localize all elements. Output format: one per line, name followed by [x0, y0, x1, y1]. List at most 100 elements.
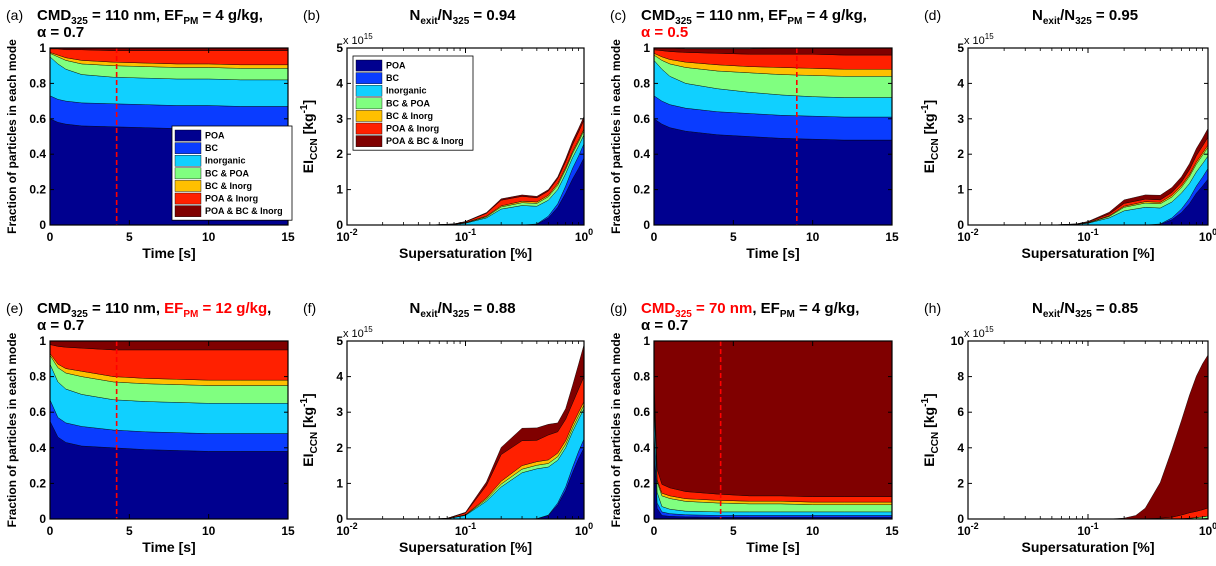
y-tick-label: 0	[39, 512, 46, 526]
chart-title-line2: α = 0.7	[37, 24, 84, 41]
x-tick-label: 5	[730, 230, 737, 244]
x-axis-label: Supersaturation [%]	[399, 539, 532, 555]
legend-swatch	[355, 135, 383, 147]
y-tick-label: 0	[643, 512, 650, 526]
legend-swatch	[174, 142, 202, 154]
y-tick-label: 0.6	[29, 112, 46, 126]
x-tick-label: 100	[575, 227, 593, 244]
y-tick-label: 1	[39, 334, 46, 348]
y-tick-label: 0.2	[29, 476, 46, 490]
y-axis-label: Fraction of particles in each mode	[609, 332, 623, 527]
y-tick-label: 0.8	[29, 76, 46, 90]
x-tick-label: 10	[806, 230, 820, 244]
x-tick-label: 5	[126, 230, 133, 244]
chart-panel: 0 1 2 3 4 5 10-2 10-1 100 Supersaturation [%] EICC…	[299, 300, 593, 555]
chart-title-line2: α = 0.5	[641, 24, 688, 41]
legend-label: BC & Inorg	[205, 181, 252, 191]
y-tick-label: 1	[957, 183, 964, 197]
legend-label: POA	[205, 131, 225, 141]
y-tick-label: 4	[336, 76, 343, 90]
chart-title-line2: α = 0.7	[641, 317, 688, 334]
y-tick-label: 5	[336, 334, 343, 348]
y-tick-label: 0	[957, 218, 964, 232]
chart-panel: 0 1 2 3 4 5 10-2 10-1 100 Supersaturation [%] EICC…	[920, 7, 1216, 261]
legend-swatch	[174, 180, 202, 192]
chart-title: Nexit​/N325​ = 0.94	[410, 7, 517, 27]
panel-label: (g)	[610, 300, 627, 316]
y-tick-label: 10	[951, 334, 965, 348]
y-tick-label: 3	[336, 405, 343, 419]
x-tick-label: 10-1	[1077, 521, 1098, 538]
legend-swatch	[174, 167, 202, 180]
legend-label: POA & BC & Inorg	[205, 206, 283, 216]
legend-label: POA	[386, 61, 406, 71]
panel-label: (e)	[6, 300, 23, 316]
legend-swatch	[174, 154, 202, 167]
panel-label: (a)	[6, 7, 23, 23]
y-tick-label: 5	[336, 41, 343, 55]
y-axis-label: EICCN [kg-1]	[920, 100, 941, 173]
legend-label: BC & POA	[386, 98, 431, 108]
y-axis-label: Fraction of particles in each mode	[5, 39, 19, 234]
y-exponent-label: x 1015	[343, 32, 373, 47]
y-tick-label: 0.2	[29, 183, 46, 197]
x-axis-label: Time [s]	[746, 539, 799, 555]
x-tick-label: 10-1	[455, 227, 476, 244]
legend-label: POA & BC & Inorg	[386, 136, 464, 146]
panel-label: (h)	[924, 300, 941, 316]
y-tick-label: 0.2	[633, 183, 650, 197]
chart-title: CMD325​ = 70 nm, EFPM​ = 4 g/kg,	[641, 300, 859, 320]
x-tick-label: 0	[47, 230, 54, 244]
legend-swatch	[355, 84, 383, 97]
axes-frame	[653, 47, 893, 226]
legend-swatch	[355, 97, 383, 110]
x-tick-label: 15	[885, 230, 899, 244]
chart-title: Nexit​/N325​ = 0.88	[410, 300, 516, 320]
y-exponent-label: x 1015	[964, 325, 994, 340]
panel-label: (d)	[924, 7, 941, 23]
chart-title-line2: α = 0.7	[37, 317, 84, 334]
legend-label: POA & Inorg	[205, 194, 258, 204]
y-tick-label: 0	[957, 512, 964, 526]
y-tick-label: 1	[336, 476, 343, 490]
area-series-poa-bc-inorg	[653, 340, 893, 497]
x-tick-label: 10-2	[957, 521, 978, 538]
x-tick-label: 10-1	[1077, 227, 1098, 244]
y-tick-label: 6	[957, 405, 964, 419]
y-tick-label: 2	[336, 441, 343, 455]
y-tick-label: 0.4	[633, 441, 650, 455]
panel-label: (c)	[610, 7, 626, 23]
y-axis-label: EICCN [kg-1]	[299, 100, 320, 173]
x-tick-label: 0	[47, 524, 54, 538]
y-tick-label: 0.8	[633, 370, 650, 384]
x-tick-label: 10	[202, 524, 216, 538]
legend-swatch	[355, 110, 383, 122]
x-tick-label: 10	[202, 230, 216, 244]
x-tick-label: 15	[281, 524, 295, 538]
y-tick-label: 0.6	[29, 405, 46, 419]
y-tick-label: 5	[957, 41, 964, 55]
panel-label: (f)	[303, 300, 316, 316]
chart-panel: 0 1 2 3 4 5 10-2 10-1 100 Supersaturation [%] EICC…	[299, 7, 593, 261]
y-tick-label: 0	[336, 218, 343, 232]
y-axis-label: EICCN [kg-1]	[299, 393, 320, 466]
y-tick-label: 3	[957, 112, 964, 126]
legend-swatch	[174, 129, 202, 142]
axes-frame	[49, 340, 289, 520]
y-axis-label: EICCN [kg-1]	[920, 393, 941, 466]
y-tick-label: 3	[336, 112, 343, 126]
y-tick-label: 2	[336, 147, 343, 161]
y-tick-label: 2	[957, 476, 964, 490]
chart-title: CMD325​ = 110 nm, EFPM​ = 12 g/kg,	[37, 300, 271, 320]
x-axis-label: Time [s]	[142, 245, 195, 261]
x-tick-label: 0	[651, 524, 658, 538]
legend-label: Inorganic	[386, 86, 427, 96]
y-axis-label: Fraction of particles in each mode	[5, 332, 19, 527]
y-tick-label: 0.6	[633, 405, 650, 419]
y-exponent-label: x 1015	[964, 32, 994, 47]
x-tick-label: 10	[806, 524, 820, 538]
legend-label: BC	[386, 73, 399, 83]
x-tick-label: 10-2	[957, 227, 978, 244]
